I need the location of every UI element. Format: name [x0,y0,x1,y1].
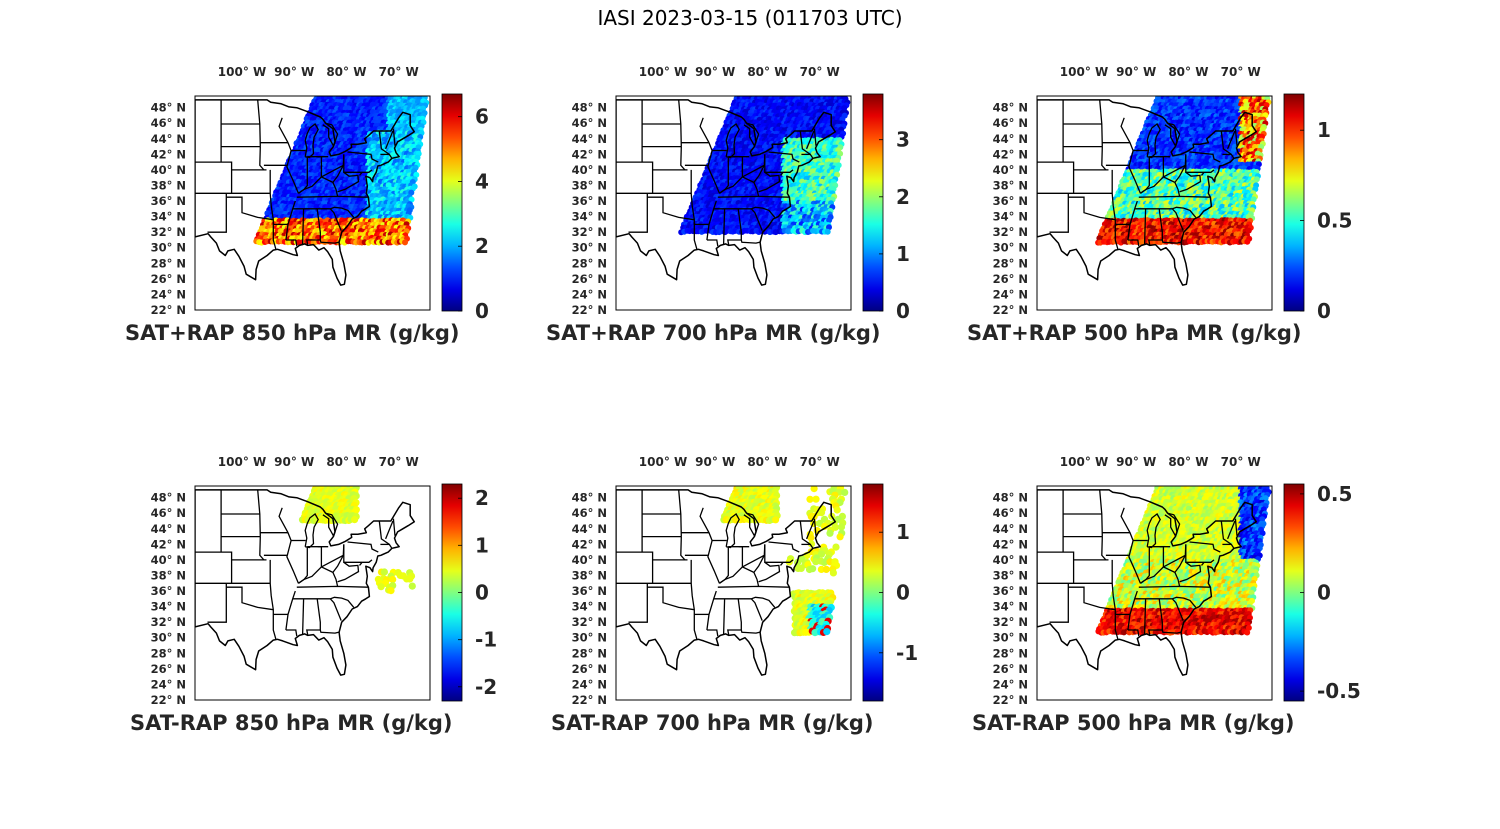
lat-tick-label: 44° N [151,132,186,146]
state-boundary [629,193,648,232]
lon-tick-label: 90° W [695,65,735,79]
colorbar-tick-label: 4 [475,169,489,193]
lat-tick-label: 28° N [572,256,607,270]
colorbar-tick-label: 3 [896,128,910,152]
state-boundary [741,240,759,243]
lat-tick-label: 46° N [572,116,607,130]
lat-tick-label: 24° N [151,287,186,301]
lat-tick-label: 42° N [151,147,186,161]
lon-tick-label: 70° W [800,65,840,79]
state-boundary [260,147,264,170]
lat-tick-label: 22° N [572,303,607,317]
colorbar-tick-label: 0 [475,299,489,323]
lon-tick-label: 80° W [326,65,366,79]
state-boundary [208,193,227,232]
lon-tick-label: 100° W [639,65,687,79]
lat-tick-label: 36° N [572,194,607,208]
panel-title: SAT+RAP 700 hPa MR (g/kg) [546,321,880,345]
lat-tick-label: 30° N [572,241,607,255]
lat-tick-label: 34° N [151,210,186,224]
colorbar-tick-label: 2 [896,185,910,209]
lat-tick-label: 40° N [151,163,186,177]
lat-tick-label: 38° N [151,179,186,193]
lon-tick-label: 100° W [218,65,266,79]
state-boundary [195,162,232,193]
lat-tick-label: 28° N [151,256,186,270]
map-panel: 100° W 90° W 80° W 70° W 48° N46° N 44° N42° … [546,65,910,345]
state-boundary [679,100,682,147]
state-boundary [616,162,653,193]
lat-tick-label: 24° N [572,287,607,301]
panel-title: SAT+RAP 850 hPa MR (g/kg) [125,321,459,345]
colorbar-tick-label: 0 [896,299,910,323]
lat-tick-label: 46° N [151,116,186,130]
colorbar-tick-label: 1 [896,242,910,266]
colorbar-tick-label: 2 [475,234,489,258]
map-panel: 100° W 90° W 80° W 70° W 48° N46° N 44° N42° … [125,65,489,345]
swath-point [825,229,831,235]
lat-tick-label: 30° N [151,241,186,255]
lat-tick-label: 26° N [151,272,186,286]
lon-tick-label: 80° W [747,65,787,79]
state-boundary [297,196,368,197]
lat-tick-label: 48° N [572,101,607,115]
lat-tick-label: 22° N [151,303,186,317]
state-boundary [707,240,718,246]
lat-tick-label: 26° N [572,272,607,286]
lat-tick-label: 32° N [572,225,607,239]
state-boundary [681,147,685,170]
lat-tick-label: 36° N [151,194,186,208]
colorbar-tick-label: 6 [475,105,489,129]
lon-tick-label: 70° W [379,65,419,79]
state-boundary [258,100,261,147]
colorbar [863,94,883,311]
lat-tick-label: 42° N [572,147,607,161]
lat-tick-label: 38° N [572,179,607,193]
lat-tick-label: 48° N [151,101,186,115]
lat-tick-label: 44° N [572,132,607,146]
lat-tick-label: 34° N [572,210,607,224]
swath-point [402,239,408,245]
lat-tick-label: 32° N [151,225,186,239]
lat-tick-label: 40° N [572,163,607,177]
figure-title: IASI 2023-03-15 (011703 UTC) [0,6,1500,30]
state-boundary [718,196,789,197]
lon-tick-label: 90° W [274,65,314,79]
colorbar [442,94,462,311]
